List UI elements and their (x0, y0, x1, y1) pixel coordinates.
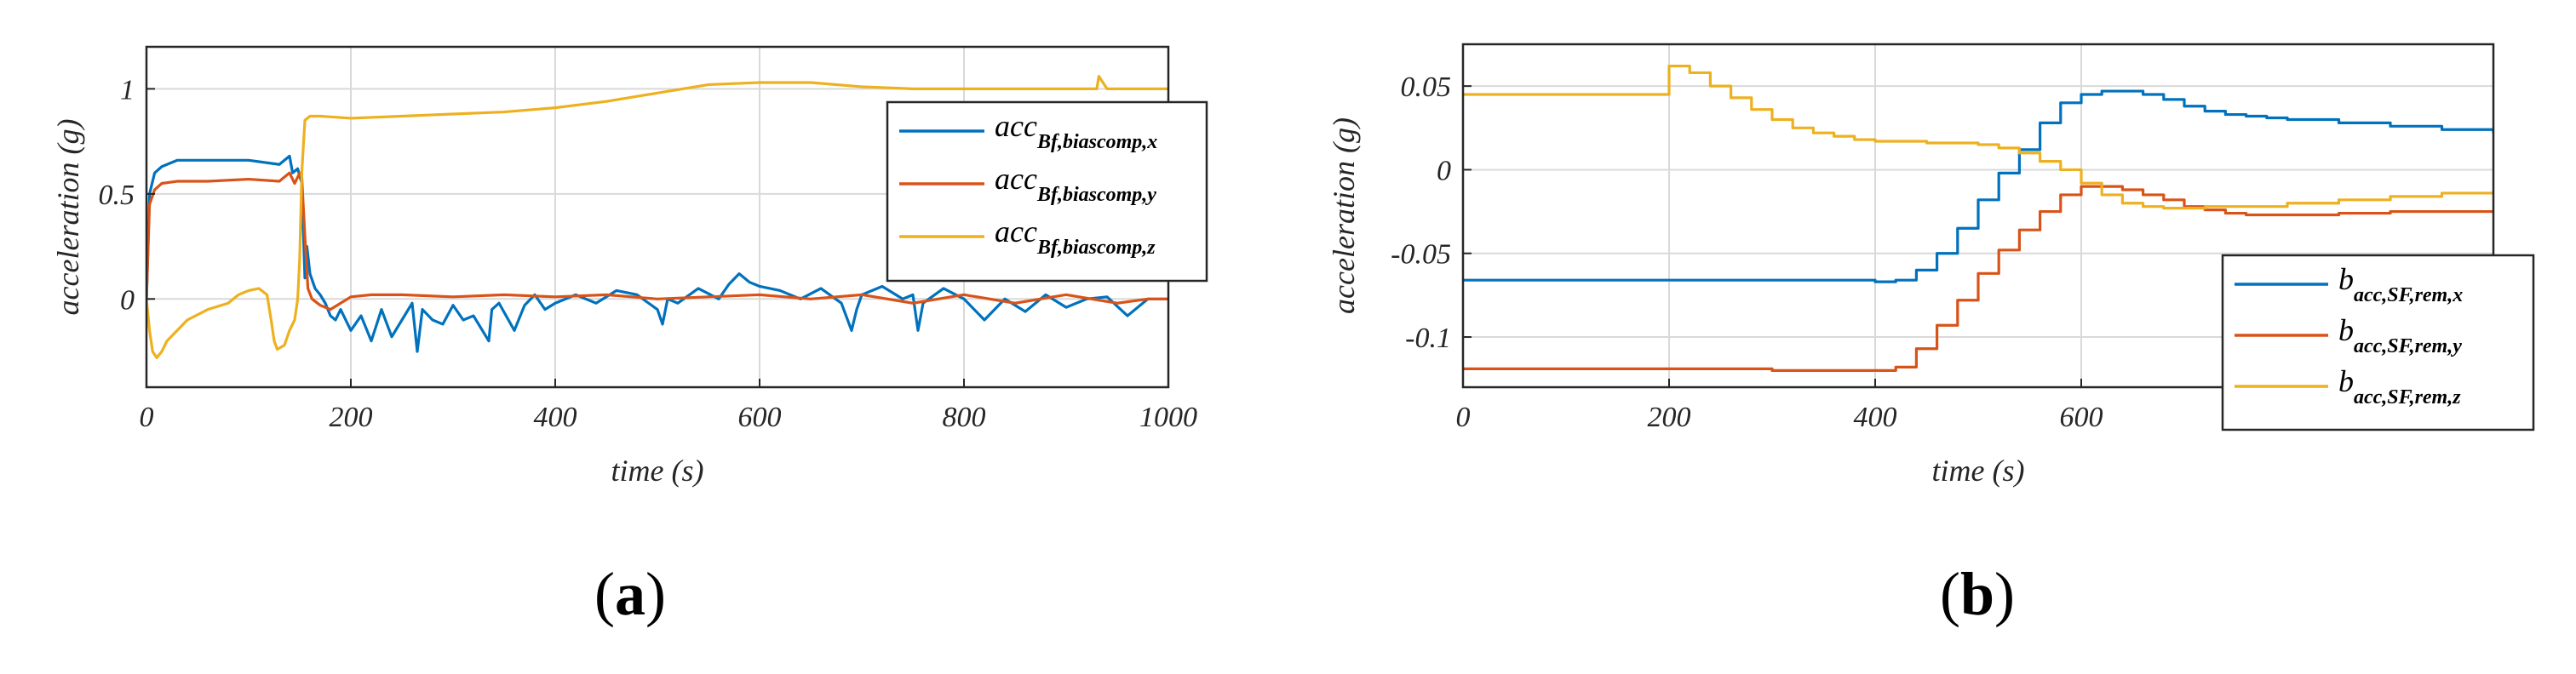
chart-a-legend: accBf,biascomp,x accBf,biascomp,y accBf,bi… (886, 100, 1208, 283)
chart-a-series-z (146, 74, 1168, 360)
chart-b-legend-label: bacc,SF,rem,y (2338, 313, 2462, 357)
chart-a-ytick-label: 1 (120, 74, 135, 106)
chart-a-ytick-label: 0.5 (99, 180, 135, 211)
chart-b-series-x (1463, 89, 2493, 283)
chart-a-xtick-label: 600 (738, 402, 782, 433)
chart-a-xtick-label: 0 (140, 402, 154, 433)
chart-b-xtick-label: 0 (1456, 402, 1471, 433)
chart-a-series-y (146, 171, 1168, 311)
chart-b-xlabel: time (s) (1932, 454, 2025, 488)
chart-a-ticks: 0 200 400 600 800 1000 0 0.5 1 (99, 74, 1198, 433)
chart-b-frame (1461, 43, 2495, 389)
chart-b-ytick-label: 0 (1437, 155, 1451, 186)
chart-a-xtick-label: 800 (943, 402, 986, 433)
chart-b-panel-label: (b) (1940, 560, 2015, 628)
chart-a-panel-letter: a (615, 560, 645, 628)
chart-a-panel-label: (a) (594, 560, 666, 628)
chart-b-ytick-label: 0.05 (1401, 71, 1452, 103)
chart-b-xtick-label: 200 (1648, 402, 1691, 433)
chart-b-legend-label: bacc,SF,rem,x (2338, 262, 2463, 306)
chart-a-ytick-label: 0 (120, 284, 135, 316)
chart-b-series (1463, 64, 2493, 372)
chart-b-xtick-label: 400 (1854, 402, 1897, 433)
chart-b-legend: bacc,SF,rem,x bacc,SF,rem,y bacc,SF,rem,z (2221, 254, 2535, 431)
chart-b-series-y (1463, 185, 2493, 372)
chart-b-panel-letter: b (1960, 560, 1994, 628)
chart-a-series (146, 74, 1168, 360)
chart-b-ytick-label: -0.05 (1391, 239, 1451, 271)
chart-a-xtick-label: 400 (534, 402, 577, 433)
chart-a-legend-label: accBf,biascomp,x (995, 109, 1157, 153)
chart-b: 0 200 400 600 -0.1 -0.05 0 0.05 time (s) accele… (1327, 43, 2535, 628)
chart-a-series-x (146, 154, 1168, 353)
chart-b-ytick-label: -0.1 (1405, 323, 1451, 354)
chart-a: 0 200 400 600 800 1000 0 0.5 1 time (s) accelera… (51, 45, 1208, 628)
chart-b-series-z (1463, 64, 2493, 210)
chart-a-xtick-label: 200 (330, 402, 373, 433)
chart-b-legend-label: bacc,SF,rem,z (2338, 364, 2461, 408)
chart-a-legend-label: accBf,biascomp,y (995, 162, 1156, 206)
chart-a-ylabel: acceleration (g) (51, 119, 85, 316)
chart-a-xlabel: time (s) (611, 454, 704, 488)
chart-b-xtick-label: 600 (2060, 402, 2103, 433)
chart-a-xtick-label: 1000 (1139, 402, 1197, 433)
chart-b-ylabel: acceleration (g) (1327, 117, 1361, 314)
chart-b-ticks: 0 200 400 600 -0.1 -0.05 0 0.05 (1391, 71, 2103, 433)
chart-a-legend-label: accBf,biascomp,z (995, 214, 1156, 259)
